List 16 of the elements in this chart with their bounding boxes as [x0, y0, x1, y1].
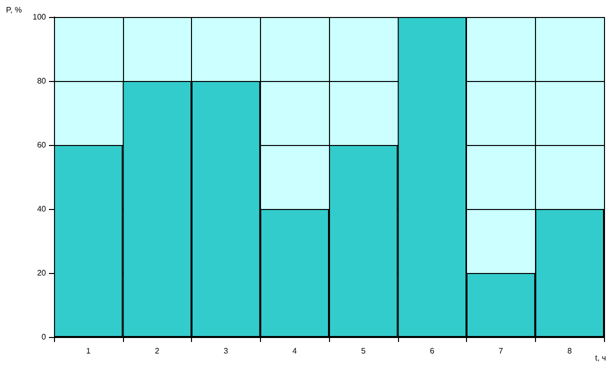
y-tick-label: 0 — [42, 332, 47, 342]
y-tick-label: 60 — [37, 140, 47, 150]
y-tick-label: 40 — [37, 204, 47, 214]
x-tick-label: 1 — [86, 346, 92, 356]
x-tick-label: 5 — [361, 346, 366, 356]
y-tick-label: 80 — [37, 76, 47, 86]
x-tick-label: 2 — [154, 346, 160, 356]
x-tick-label: 3 — [224, 346, 229, 356]
x-tick-label: 4 — [292, 346, 298, 356]
y-axis-title: P, % — [6, 6, 22, 14]
x-tick-label: 7 — [498, 346, 504, 356]
y-tick-label: 100 — [32, 12, 47, 22]
x-tick-label: 6 — [430, 346, 435, 356]
y-tick-label: 20 — [37, 268, 47, 278]
x-tick-label: 8 — [567, 346, 572, 356]
x-axis-title: t, ч — [595, 354, 606, 362]
